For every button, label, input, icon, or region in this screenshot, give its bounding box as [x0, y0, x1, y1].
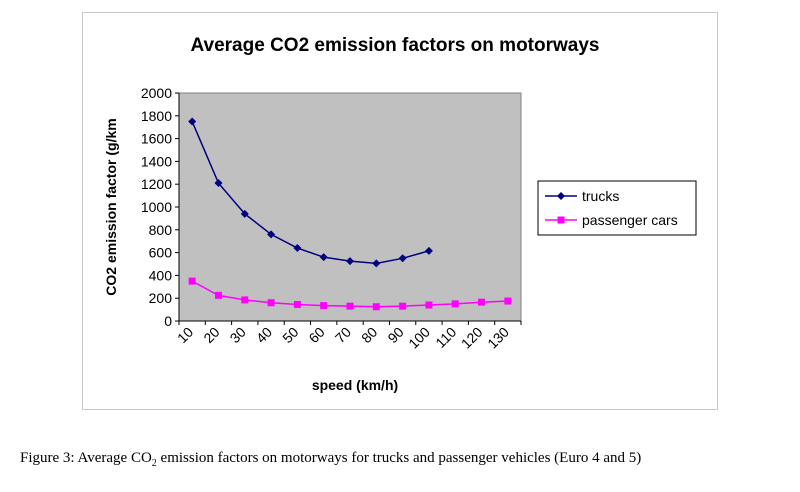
chart-frame: Average CO2 emission factors on motorway…	[82, 12, 718, 410]
data-point	[188, 277, 196, 285]
y-tick-label: 1800	[141, 108, 172, 124]
legend: trucks passenger cars	[537, 180, 697, 236]
y-axis: 0 200 400 600 800 1000 1200 1400 1600 1800 2000	[141, 85, 180, 329]
legend-label: trucks	[582, 188, 619, 204]
data-point	[293, 300, 301, 308]
x-tick-label: 90	[384, 324, 406, 346]
data-point	[188, 117, 197, 126]
figure-caption: Figure 3: Average CO2 emission factors o…	[20, 450, 790, 469]
series-layer	[188, 117, 512, 311]
y-tick-label: 0	[164, 313, 172, 329]
x-tick-label: 20	[200, 324, 222, 346]
data-point	[504, 297, 512, 305]
y-tick-label: 1400	[141, 153, 172, 169]
data-point	[424, 246, 433, 255]
y-tick-label: 1000	[141, 199, 172, 215]
y-tick-label: 800	[149, 222, 173, 238]
data-point	[267, 230, 276, 239]
y-tick-label: 200	[149, 290, 173, 306]
data-point	[451, 300, 459, 308]
x-tick-label: 100	[405, 324, 433, 352]
y-tick-label: 2000	[141, 85, 172, 101]
y-tick-label: 600	[149, 245, 173, 261]
series-line-1	[191, 121, 430, 265]
y-tick-label: 400	[149, 267, 173, 283]
x-axis-label: speed (km/h)	[312, 377, 398, 393]
data-point	[214, 179, 223, 188]
caption-subscript: 2	[151, 458, 157, 469]
data-point	[214, 291, 222, 299]
y-axis-label: CO2 emission factor (g/km	[103, 118, 119, 295]
data-point	[241, 296, 249, 304]
data-point	[267, 299, 275, 307]
legend-box	[537, 180, 697, 236]
x-tick-label: 70	[332, 324, 354, 346]
data-point	[320, 302, 328, 310]
data-point	[293, 244, 302, 253]
x-tick-label: 110	[432, 324, 459, 351]
legend-marker	[557, 192, 565, 200]
data-point	[372, 303, 380, 311]
caption-prefix: Figure 3: Average CO	[20, 450, 152, 466]
legend-label: passenger cars	[582, 212, 678, 228]
chart-title: Average CO2 emission factors on motorway…	[191, 35, 600, 56]
data-point	[346, 257, 354, 266]
data-point	[372, 259, 381, 268]
y-tick-label: 1600	[141, 131, 172, 147]
x-tick-label: 130	[484, 324, 512, 352]
x-tick-label: 80	[358, 324, 380, 346]
data-point	[399, 302, 407, 310]
data-point	[478, 298, 486, 306]
data-point	[346, 302, 354, 310]
data-point	[240, 209, 249, 218]
legend-marker	[557, 216, 565, 224]
co2-line-chart: Average CO2 emission factors on motorway…	[103, 35, 697, 393]
caption-suffix: emission factors on motorways for trucks…	[156, 450, 642, 466]
x-tick-label: 50	[279, 324, 301, 346]
data-point	[425, 301, 433, 309]
x-tick-label: 10	[174, 324, 196, 346]
y-tick-label: 1200	[141, 176, 172, 192]
plot-area	[178, 92, 522, 322]
data-point	[319, 253, 328, 262]
x-tick-label: 120	[458, 324, 486, 352]
x-tick-label: 60	[305, 324, 327, 346]
x-tick-label: 40	[253, 324, 275, 346]
x-tick-label: 30	[227, 324, 249, 346]
